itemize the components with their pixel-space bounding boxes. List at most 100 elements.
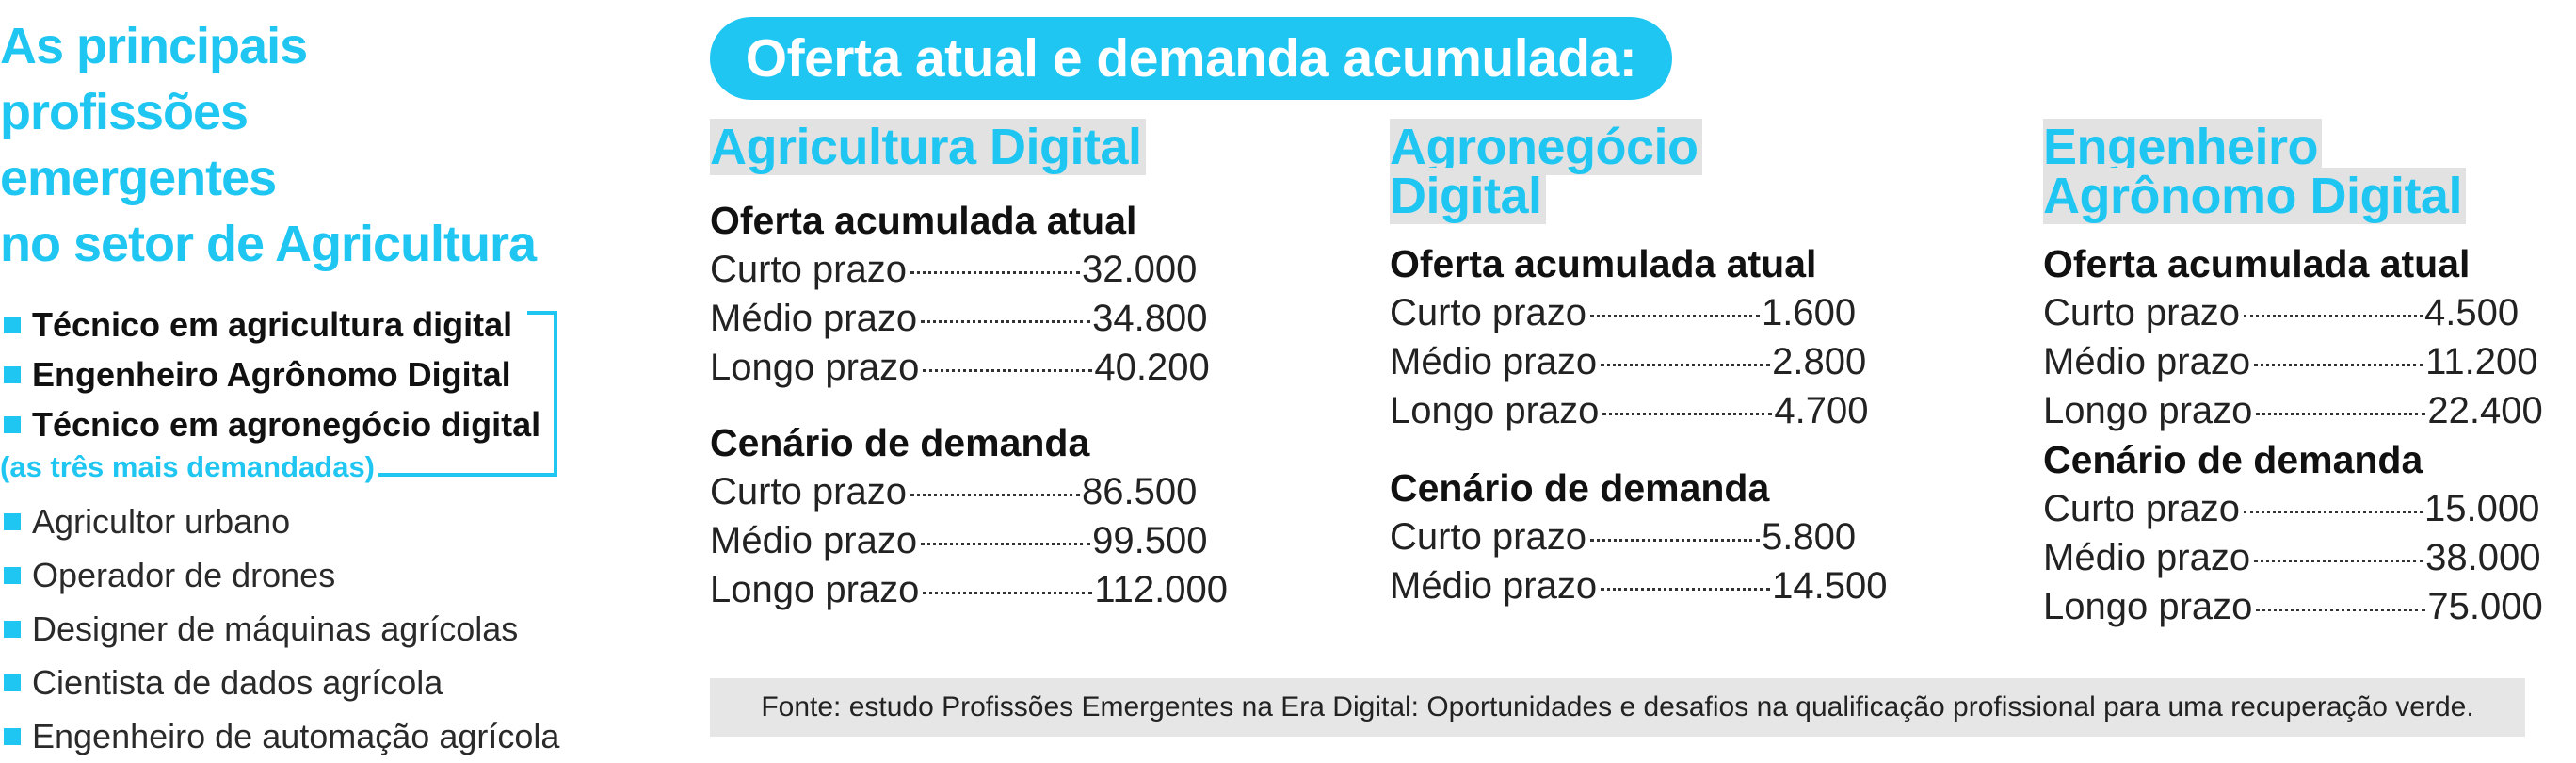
main-title-line: profissões: [0, 84, 249, 140]
main-title: As principais profissões emergentes no s…: [0, 13, 603, 277]
row-label: Longo prazo: [710, 569, 920, 610]
offer-section-title: Oferta acumulada atual: [2043, 242, 2471, 285]
bullet-square-icon: [4, 727, 21, 745]
bullet-square-icon: [4, 365, 21, 383]
row-value: 75.000: [2427, 586, 2543, 627]
profession-label: Operador de drones: [32, 555, 336, 594]
demand-row: Médio prazo 99.500: [710, 516, 1294, 565]
column-engenheiro-agronomo-digital: Engenheiro Agrônomo Digital Oferta acumu…: [2043, 119, 2552, 631]
row-label: Médio prazo: [2043, 537, 2251, 578]
source-note: Fonte: estudo Profissões Emergentes na E…: [710, 678, 2525, 737]
row-value: 99.500: [1092, 520, 1208, 561]
row-value: 1.600: [1761, 292, 1857, 333]
demand-section-title: Cenário de demanda: [710, 421, 1090, 464]
column-title-line: Agricultura Digital: [710, 119, 1146, 175]
row-value: 11.200: [2425, 341, 2538, 382]
profession-item: Designer de máquinas agrícolas: [0, 602, 603, 656]
bracket-mask: [378, 301, 527, 324]
profession-label: Técnico em agronegócio digital: [32, 404, 541, 444]
top-profession-item: Técnico em agricultura digital: [0, 300, 603, 349]
dot-leader: [1589, 539, 1760, 542]
profession-item: Engenheiro de automação agrícola: [0, 709, 603, 763]
offer-row: Longo prazo 4.700: [1390, 386, 1992, 435]
bullet-square-icon: [4, 674, 21, 691]
offer-row: Médio prazo 2.800: [1390, 337, 1992, 386]
row-value: 5.800: [1761, 516, 1857, 558]
profession-label: Cientista de dados agrícola: [32, 662, 443, 702]
bullet-square-icon: [4, 512, 21, 530]
dot-leader: [2243, 315, 2423, 317]
professions-list: Técnico em agricultura digital Engenheir…: [0, 300, 603, 763]
row-value: 22.400: [2427, 390, 2543, 431]
dot-leader: [2256, 609, 2426, 611]
dot-leader: [2243, 511, 2423, 513]
row-label: Médio prazo: [710, 298, 918, 339]
profession-label: Designer de máquinas agrícolas: [32, 609, 519, 648]
demand-row: Médio prazo 14.500: [1390, 561, 1992, 610]
dot-leader: [1601, 364, 1771, 366]
row-label: Curto prazo: [710, 471, 907, 512]
column-title-line: Agronegócio: [1390, 119, 1702, 175]
offer-section-title: Oferta acumulada atual: [1390, 242, 1817, 285]
row-label: Longo prazo: [2043, 390, 2253, 431]
row-label: Médio prazo: [710, 520, 918, 561]
row-label: Médio prazo: [2043, 341, 2251, 382]
dot-leader: [2254, 364, 2424, 366]
section-header-pill: Oferta atual e demanda acumulada:: [710, 17, 1672, 100]
profession-label: Engenheiro Agrônomo Digital: [32, 354, 511, 394]
profession-item: Agricultor urbano: [0, 495, 603, 548]
profession-label: Engenheiro de automação agrícola: [32, 716, 560, 755]
row-label: Médio prazo: [1390, 341, 1598, 382]
profession-item: Cientista de dados agrícola: [0, 656, 603, 709]
dot-leader: [921, 543, 1091, 545]
column-title-line: Engenheiro: [2043, 119, 2323, 175]
bullet-square-icon: [4, 566, 21, 584]
top-profession-item: Engenheiro Agrônomo Digital: [0, 349, 603, 399]
main-title-line: As principais: [0, 18, 308, 74]
main-title-line: emergentes: [0, 150, 277, 206]
demand-row: Médio prazo 38.000: [2043, 533, 2552, 582]
column-agronegocio-digital: Agronegócio Digital Oferta acumulada atu…: [1390, 119, 1992, 610]
dot-leader: [921, 320, 1091, 323]
row-value: 86.500: [1081, 471, 1198, 512]
row-label: Longo prazo: [2043, 586, 2253, 627]
bullet-square-icon: [4, 620, 21, 638]
main-title-line: no setor de Agricultura: [0, 216, 537, 272]
row-label: Longo prazo: [710, 347, 920, 388]
column-title-line: Digital: [1390, 168, 1546, 224]
bullet-square-icon: [4, 316, 21, 333]
dot-leader: [910, 494, 1080, 496]
row-value: 112.000: [1094, 569, 1229, 610]
offer-row: Médio prazo 11.200: [2043, 337, 2552, 386]
row-value: 14.500: [1772, 565, 1888, 607]
dot-leader: [2256, 413, 2426, 415]
bullet-square-icon: [4, 415, 21, 433]
row-value: 2.800: [1772, 341, 1867, 382]
profession-item: Operador de drones: [0, 548, 603, 602]
offer-row: Longo prazo 40.200: [710, 343, 1294, 392]
demand-row: Curto prazo 5.800: [1390, 512, 1992, 561]
dot-leader: [923, 592, 1093, 594]
row-label: Curto prazo: [2043, 488, 2240, 529]
offer-row: Curto prazo 4.500: [2043, 288, 2552, 337]
column-agricultura-digital: Agricultura Digital Oferta acumulada atu…: [710, 119, 1294, 614]
offer-row: Médio prazo 34.800: [710, 294, 1294, 343]
offer-row: Curto prazo 32.000: [710, 245, 1294, 294]
dot-leader: [2254, 560, 2424, 562]
row-label: Curto prazo: [1390, 516, 1586, 558]
dot-leader: [910, 271, 1080, 274]
row-label: Curto prazo: [1390, 292, 1586, 333]
top-three-note: (as três mais demandadas): [0, 450, 376, 483]
row-value: 4.500: [2423, 292, 2520, 333]
profession-label: Técnico em agricultura digital: [32, 304, 513, 344]
dot-leader: [1601, 588, 1771, 591]
dot-leader: [1589, 315, 1760, 317]
dot-leader: [1602, 413, 1773, 415]
dot-leader: [923, 369, 1093, 372]
row-value: 38.000: [2425, 537, 2541, 578]
demand-section-title: Cenário de demanda: [1390, 466, 1770, 510]
row-label: Curto prazo: [710, 249, 907, 290]
demand-row: Curto prazo 86.500: [710, 467, 1294, 516]
column-title-line: Agrônomo Digital: [2043, 168, 2466, 224]
column-title: Agronegócio Digital: [1390, 119, 1992, 224]
